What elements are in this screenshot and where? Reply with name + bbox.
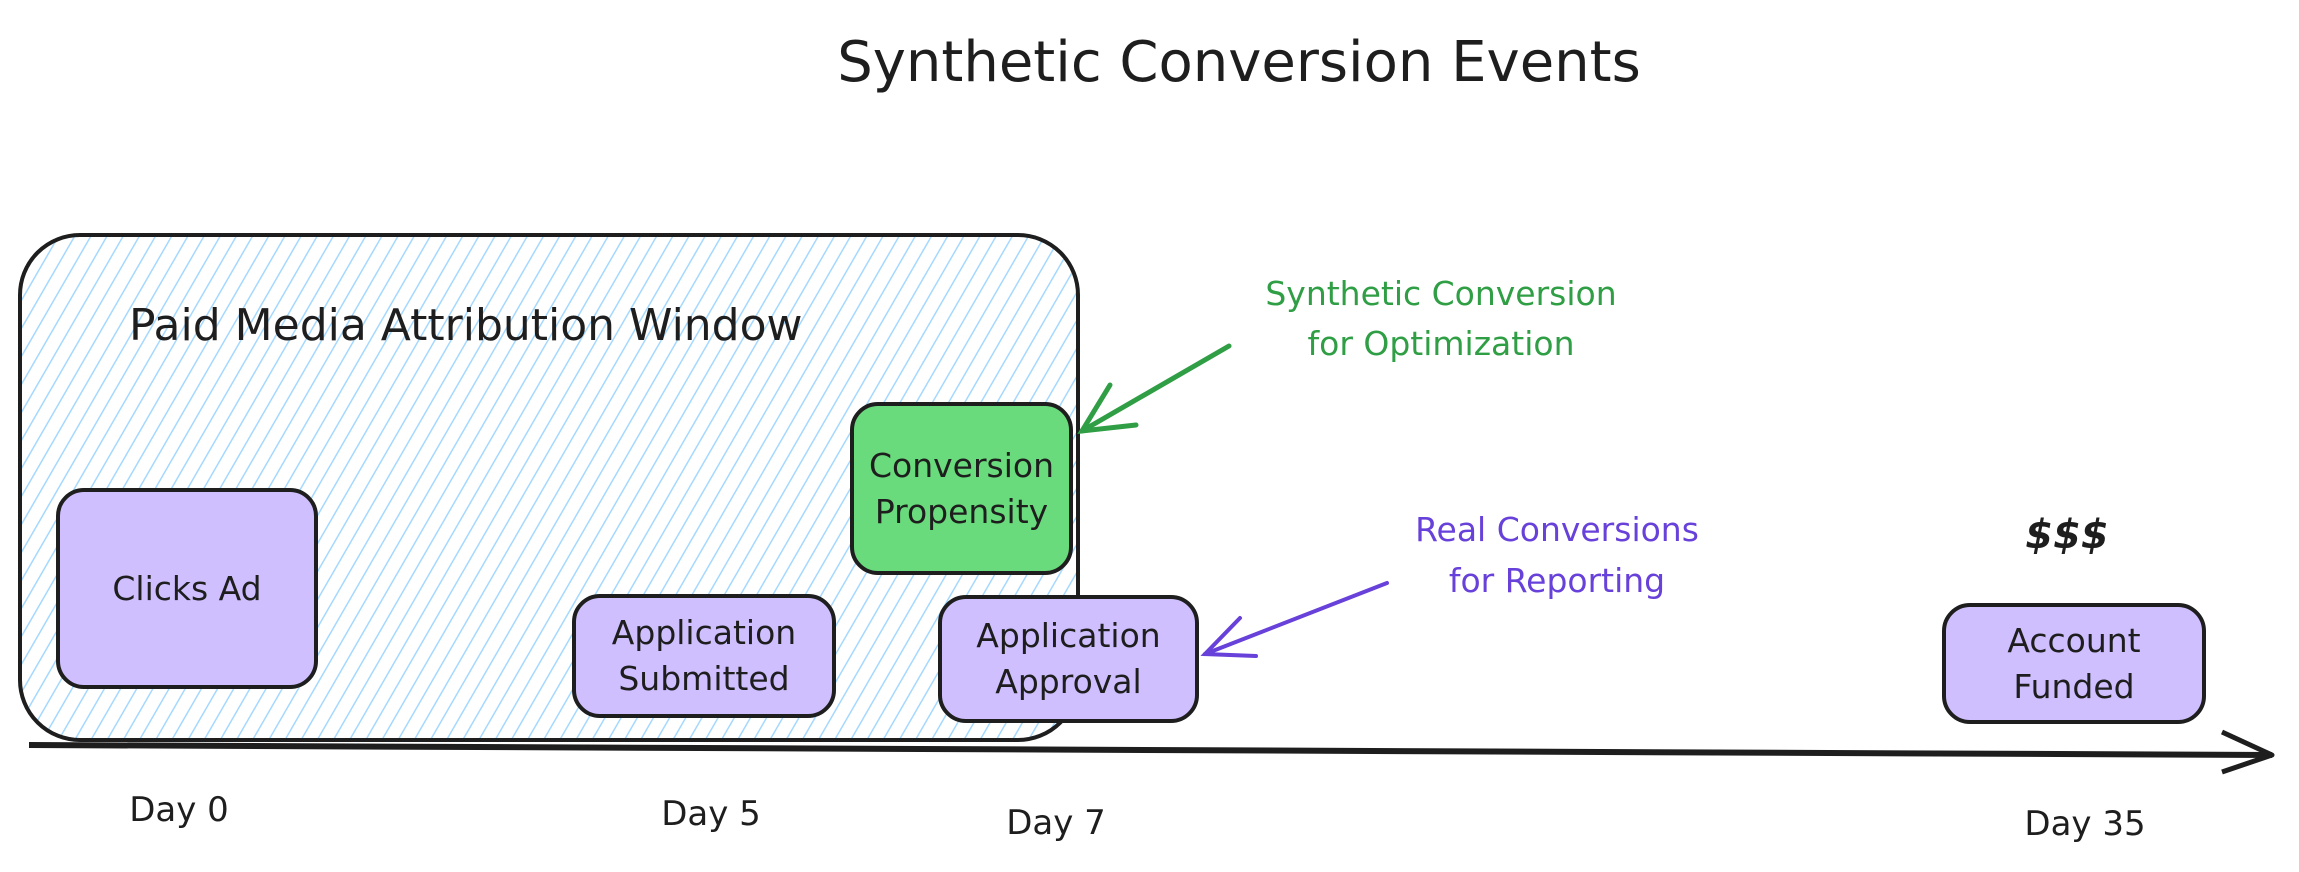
event-application-approval: Application Approval [938,595,1199,723]
synthetic-arrow [1077,343,1232,435]
day-label-35: Day 35 [2024,804,2146,844]
real-arrow [1200,581,1389,658]
event-application-submitted: Application Submitted [572,594,836,718]
diagram-title: Synthetic Conversion Events [837,30,1641,95]
event-conversion-propensity: Conversion Propensity [850,402,1073,575]
event-clicks-ad: Clicks Ad [56,488,318,689]
timeline-axis [28,742,2273,758]
real-annotation-line2: for Reporting [1448,561,1666,600]
day-label-7: Day 7 [1006,803,1106,843]
day-label-5: Day 5 [661,794,761,834]
money-label: $$$ [2025,512,2109,558]
window-label: Paid Media Attribution Window [129,300,803,351]
real-annotation-line1: Real Conversions [1415,510,1699,549]
day-label-0: Day 0 [129,790,229,830]
synthetic-annotation-line1: Synthetic Conversion [1265,274,1617,313]
event-account-funded: Account Funded [1942,603,2206,724]
synthetic-annotation-line2: for Optimization [1307,324,1575,363]
timeline-arrowhead [2220,729,2275,775]
